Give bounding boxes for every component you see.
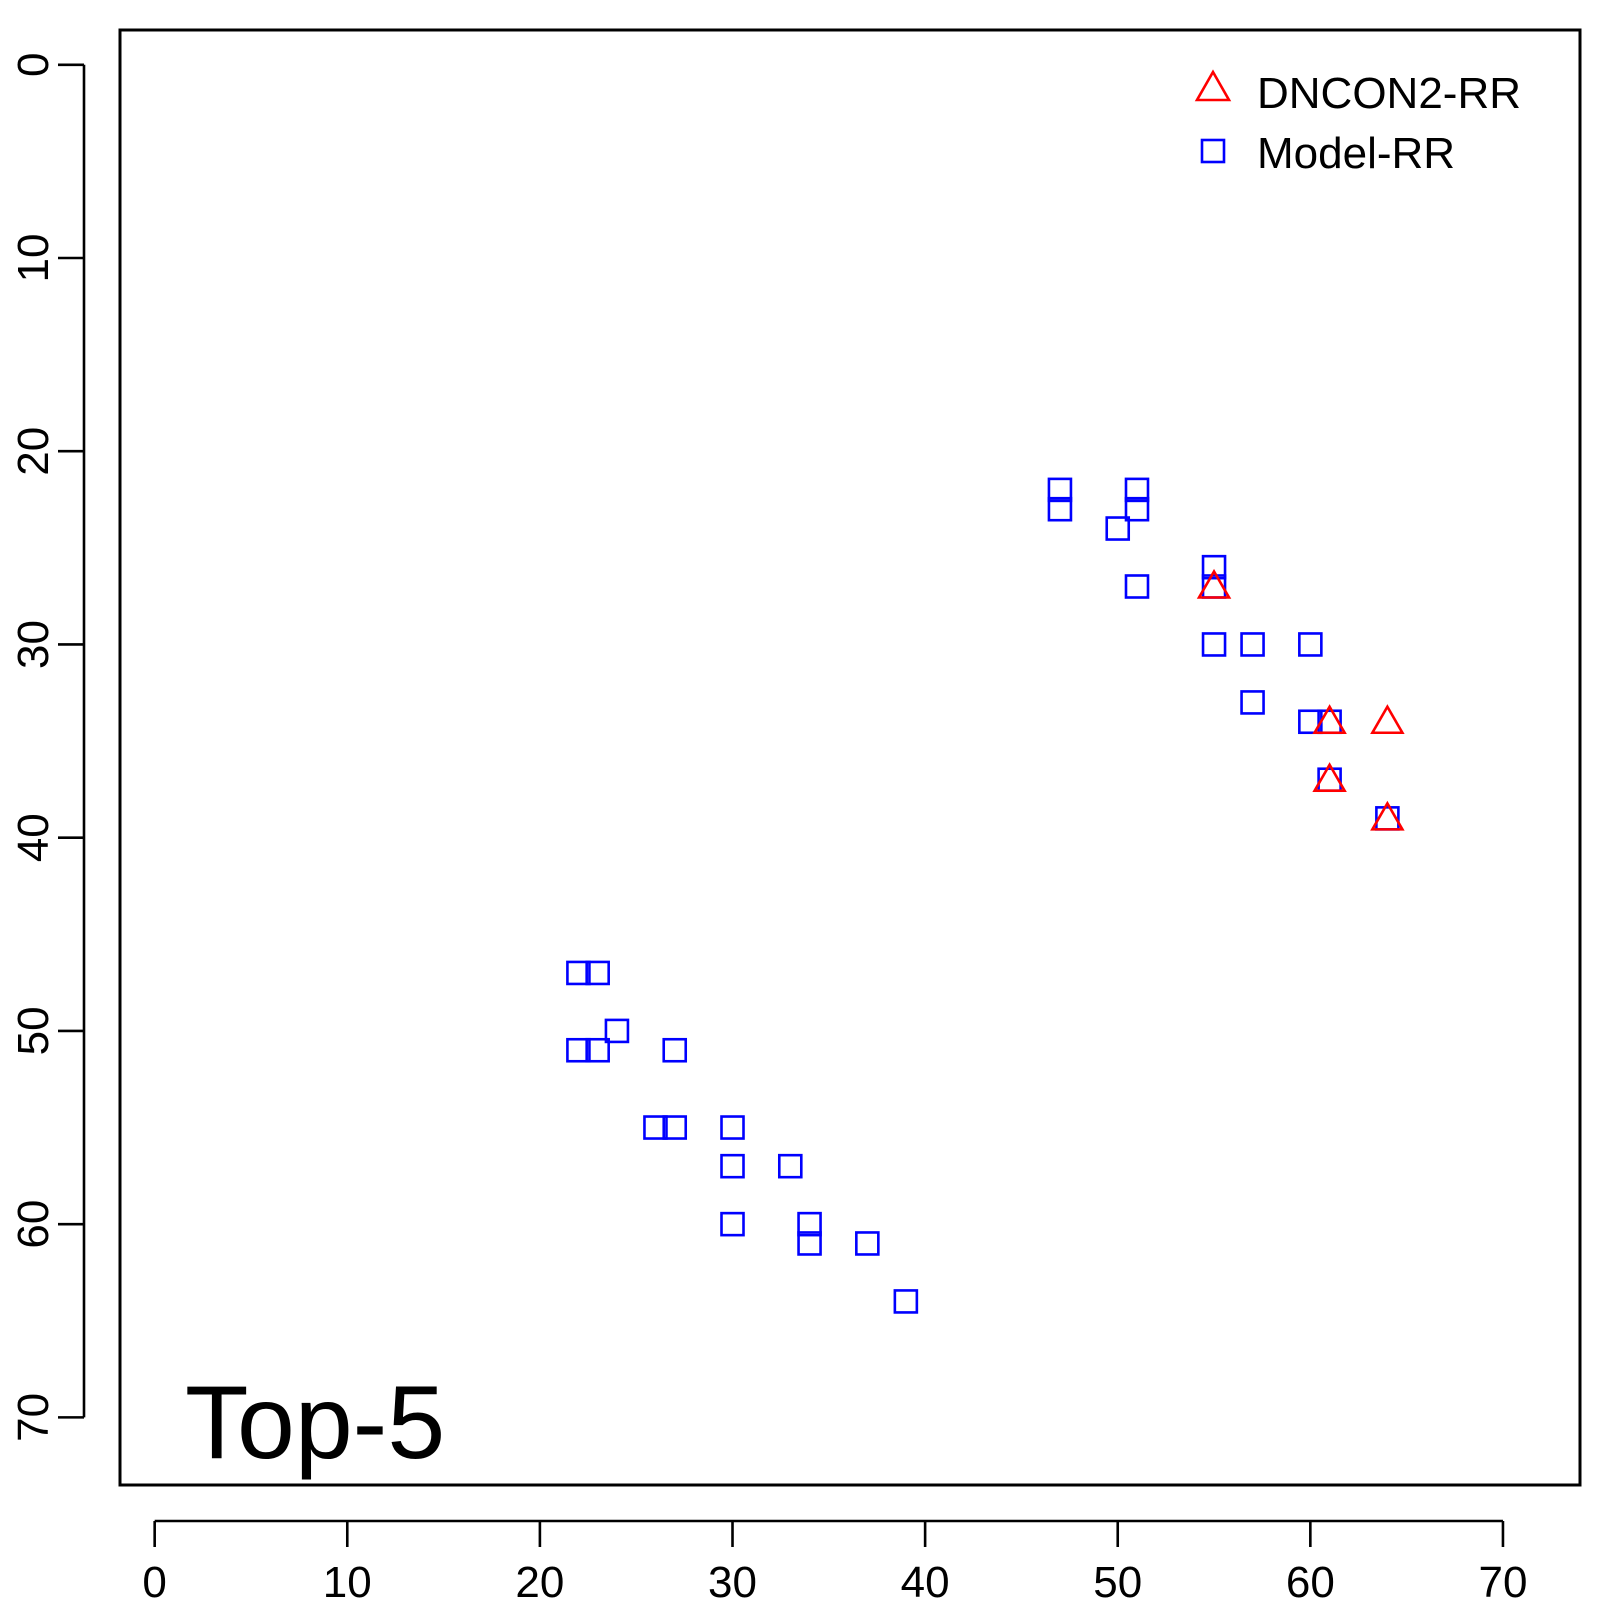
y-tick-label: 60	[9, 1200, 58, 1249]
legend-label-model: Model-RR	[1257, 129, 1455, 178]
dncon2-rr-point	[1312, 762, 1347, 793]
dncon2-rr-point	[1312, 704, 1347, 735]
model-rr-point	[1124, 496, 1150, 522]
x-axis: 0 10 20 30 40 50 60 70	[142, 1519, 1527, 1600]
y-tick-label: 10	[9, 234, 58, 283]
y-tick-label: 20	[9, 427, 58, 476]
x-tick-label: 30	[708, 1558, 757, 1600]
model-rr-point	[566, 960, 591, 986]
model-rr-point	[643, 1115, 668, 1140]
model-rr-point	[1124, 477, 1150, 503]
dncon2-rr-point	[1370, 800, 1405, 831]
x-tick-label: 20	[515, 1558, 564, 1600]
dncon2-rr-point	[1196, 568, 1232, 599]
legend: DNCON2-RR Model-RR	[1194, 69, 1521, 178]
y-tick-label: 50	[9, 1006, 58, 1055]
plot-frame	[118, 28, 1582, 1487]
legend-label-dncon2: DNCON2-RR	[1257, 69, 1521, 118]
legend-triangle-marker	[1194, 69, 1232, 102]
y-axis: 0 10 20 30 40 50 60 70	[9, 53, 86, 1442]
x-tick-label: 50	[1093, 1558, 1142, 1600]
model-rr-point	[1047, 477, 1073, 503]
x-tick-label: 40	[901, 1558, 950, 1600]
model-rr-point	[1201, 554, 1227, 580]
x-tick-label: 10	[323, 1558, 372, 1600]
model-rr-point	[1201, 632, 1227, 657]
model-rr-point	[855, 1231, 880, 1256]
model-rr-point	[1298, 632, 1323, 657]
model-rr-point	[1105, 516, 1131, 541]
panel-annotation: Top-5	[185, 1365, 445, 1481]
model-rr-point	[1124, 574, 1150, 599]
y-tick-label: 30	[9, 620, 58, 669]
model-rr-point	[662, 1115, 688, 1140]
model-rr-point	[585, 960, 610, 986]
y-tick-label: 0	[9, 53, 58, 77]
model-rr-point	[1240, 690, 1265, 715]
data-points	[566, 477, 1405, 1314]
model-rr-point	[585, 1037, 610, 1063]
model-rr-point	[1047, 496, 1073, 522]
model-rr-point	[1240, 632, 1265, 657]
x-tick-label: 70	[1478, 1558, 1527, 1600]
model-rr-point	[662, 1037, 688, 1063]
model-rr-point	[566, 1037, 591, 1063]
model-rr-point	[720, 1211, 745, 1237]
model-rr-point	[893, 1289, 919, 1314]
legend-square-marker	[1200, 138, 1226, 164]
model-rr-point	[720, 1115, 745, 1140]
x-tick-label: 60	[1286, 1558, 1335, 1600]
y-tick-label: 40	[9, 813, 58, 862]
dncon2-rr-point	[1370, 704, 1405, 735]
y-tick-label: 70	[9, 1393, 58, 1442]
model-rr-point	[777, 1153, 803, 1179]
x-tick-label: 0	[142, 1558, 166, 1600]
model-rr-point	[720, 1153, 745, 1179]
model-rr-point	[604, 1018, 630, 1044]
model-rr-point	[797, 1211, 822, 1237]
model-rr-point	[797, 1231, 822, 1256]
